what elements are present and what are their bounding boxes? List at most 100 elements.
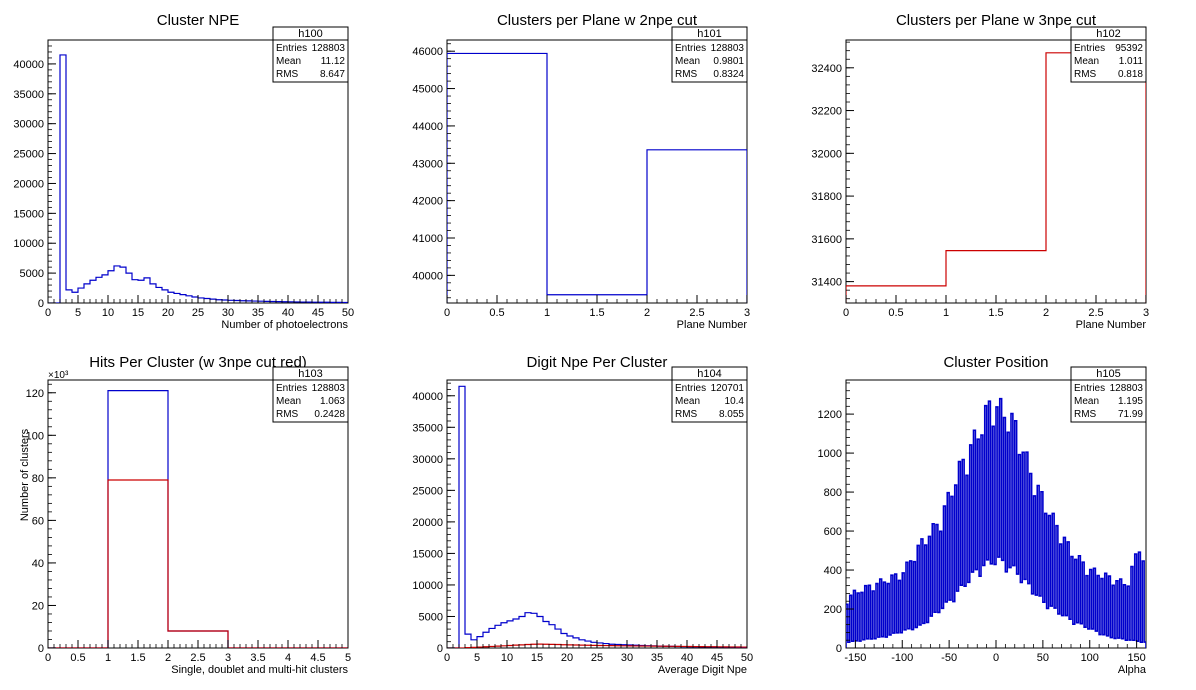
x-tick-label: 1.5: [589, 307, 604, 319]
x-tick-label: 2.5: [1088, 307, 1103, 319]
x-tick-label: 2: [1043, 307, 1049, 319]
x-axis-title: Single, doublet and multi-hit clusters: [171, 664, 348, 676]
stats-box-frame: [272, 366, 349, 423]
y-tick-label: 30000: [13, 119, 44, 131]
x-tick-label: 15: [132, 307, 144, 319]
stats-box-frame: [671, 366, 748, 423]
y-tick-label: 5000: [20, 268, 44, 280]
stats-value: 1.063: [320, 396, 345, 407]
x-tick-label: 40: [681, 652, 693, 664]
stats-box-frame: [671, 26, 748, 83]
stats-value: 128803: [1110, 383, 1144, 394]
chart-title: Hits Per Cluster (w 3npe cut red): [89, 354, 307, 371]
histogram-series-1: [846, 52, 1146, 303]
stats-value: 0.9801: [713, 56, 744, 67]
y-tick-label: 100: [26, 430, 44, 442]
x-tick-label: 5: [75, 307, 81, 319]
x-tick-label: 1: [943, 307, 949, 319]
x-tick-label: 0: [45, 307, 51, 319]
histogram-line: [48, 54, 348, 303]
y-tick-label: 0: [437, 643, 443, 655]
stats-label: Mean: [276, 56, 301, 67]
y-tick-label: 200: [824, 604, 842, 616]
chart-title: Clusters per Plane w 3npe cut: [896, 12, 1097, 29]
stats-value: 0.818: [1118, 69, 1143, 80]
histogram-series-1: [447, 385, 747, 648]
chart-title: Cluster NPE: [157, 12, 240, 29]
y-tick-label: 20000: [412, 517, 443, 529]
stats-box-frame: [1070, 26, 1147, 83]
chart-title: Cluster Position: [943, 354, 1048, 371]
x-tick-label: 0: [444, 652, 450, 664]
y-tick-label: 25000: [13, 149, 44, 161]
stats-label: RMS: [1074, 69, 1097, 80]
stats-label: Entries: [675, 383, 706, 394]
stats-label: RMS: [675, 69, 698, 80]
x-tick-label: -100: [891, 652, 913, 664]
y-tick-label: 800: [824, 487, 842, 499]
y-tick-label: 120: [26, 388, 44, 400]
stats-name: h103: [298, 368, 322, 380]
stats-value: 8.647: [320, 69, 345, 80]
x-tick-label: 45: [711, 652, 723, 664]
y-tick-label: 5000: [419, 611, 443, 623]
stats-label: RMS: [276, 69, 299, 80]
y-tick-label: 42000: [412, 196, 443, 208]
x-tick-label: 15: [531, 652, 543, 664]
x-tick-label: 2.5: [689, 307, 704, 319]
histogram-line: [846, 397, 1146, 648]
x-axis-title: Alpha: [1118, 664, 1147, 676]
stats-name: h105: [1096, 368, 1120, 380]
x-tick-label: 0: [444, 307, 450, 319]
stats-label: RMS: [1074, 409, 1097, 420]
y-axis-title: Number of clusters: [19, 428, 31, 521]
y-tick-label: 80: [32, 473, 44, 485]
chart-title: Digit Npe Per Cluster: [527, 354, 668, 371]
stats-value: 128803: [312, 43, 346, 54]
stats-value: 10.4: [725, 396, 745, 407]
y-tick-label: 20000: [13, 178, 44, 190]
stats-value: 0.8324: [713, 69, 744, 80]
histogram-line: [48, 479, 348, 648]
y-tick-label: 32200: [811, 106, 842, 118]
chart-panel-4: Hits Per Cluster (w 3npe cut red) 0 0.5 1 1.…: [19, 354, 351, 676]
histogram-series-2: [48, 479, 348, 648]
stats-label: Entries: [276, 43, 307, 54]
stats-label: Entries: [1074, 383, 1105, 394]
y-tick-label: 10000: [13, 238, 44, 250]
stats-label: Mean: [1074, 56, 1099, 67]
y-tick-label: 45000: [412, 84, 443, 96]
histogram-line: [846, 52, 1146, 303]
stats-box: h103 Entries 128803 Mean 1.063 RMS 0.2428: [272, 366, 349, 423]
x-axis-title: Number of photoelectrons: [221, 319, 348, 331]
stats-value: 71.99: [1118, 409, 1143, 420]
stats-label: Mean: [675, 56, 700, 67]
y-tick-label: 20: [32, 600, 44, 612]
stats-value: 11.12: [321, 56, 346, 67]
x-tick-label: 0.5: [70, 652, 85, 664]
x-axis-title: Plane Number: [677, 319, 748, 331]
histogram-series-1: [447, 52, 747, 303]
stats-label: Entries: [276, 383, 307, 394]
stats-name: h101: [697, 28, 721, 40]
y-tick-label: 43000: [412, 158, 443, 170]
y-tick-label: 400: [824, 565, 842, 577]
x-axis-title: Plane Number: [1076, 319, 1147, 331]
x-tick-label: 5: [345, 652, 351, 664]
chart-panel-3: Clusters per Plane w 3npe cut 0 0.5 1 1.5 2 2.…: [811, 12, 1149, 331]
x-tick-label: 3.5: [250, 652, 265, 664]
x-tick-label: 0.5: [888, 307, 903, 319]
x-tick-label: 30: [222, 307, 234, 319]
stats-box-frame: [1070, 366, 1147, 423]
x-tick-label: 10: [501, 652, 513, 664]
x-tick-label: 0: [843, 307, 849, 319]
y-tick-label: 25000: [412, 485, 443, 497]
stats-label: RMS: [276, 409, 299, 420]
y-tick-label: 1000: [818, 448, 842, 460]
x-tick-label: 3: [1143, 307, 1149, 319]
y-tick-label: 0: [38, 643, 44, 655]
chart-panel-2: Clusters per Plane w 2npe cut 0 0.5 1 1.5 2 2.…: [412, 12, 750, 331]
x-tick-label: 2.5: [190, 652, 205, 664]
stats-value: 8.055: [719, 409, 744, 420]
y-tick-label: 40000: [13, 59, 44, 71]
